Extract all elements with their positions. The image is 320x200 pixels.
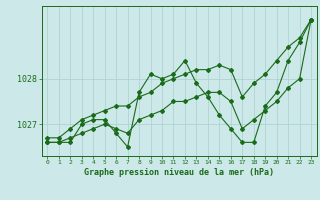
X-axis label: Graphe pression niveau de la mer (hPa): Graphe pression niveau de la mer (hPa) [84, 168, 274, 177]
